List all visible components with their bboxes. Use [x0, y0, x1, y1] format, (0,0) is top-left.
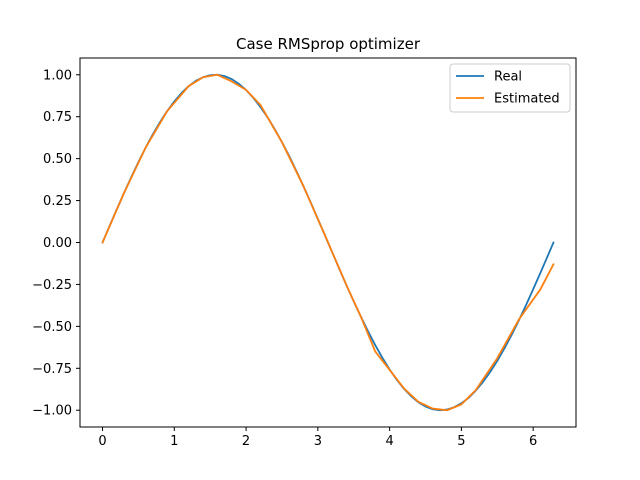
- y-tick-label: 0.75: [43, 110, 72, 125]
- y-tick-label: −0.50: [32, 320, 72, 335]
- legend-label-1: Estimated: [494, 92, 560, 107]
- y-tick-label: −0.25: [32, 278, 72, 293]
- x-tick-label: 4: [385, 434, 393, 449]
- x-tick-label: 2: [242, 434, 250, 449]
- y-tick-label: 0.00: [43, 236, 72, 251]
- x-tick-label: 5: [457, 434, 465, 449]
- y-tick-label: 1.00: [43, 68, 72, 83]
- y-tick-label: 0.25: [43, 194, 72, 209]
- y-tick-label: 0.50: [43, 152, 72, 167]
- series-line-1: [101, 73, 555, 412]
- x-tick-label: 0: [98, 434, 106, 449]
- chart-title: Case RMSprop optimizer: [236, 35, 421, 53]
- legend-label-0: Real: [494, 70, 522, 85]
- axes-layer: 0 1 2 3 4 5 6 1.00 0.75 0.50 0.25 0.00 −0.25 −0.50 −0.…: [32, 57, 577, 449]
- y-tick-label: −1.00: [32, 404, 72, 419]
- y-tick-label: −0.75: [32, 362, 72, 377]
- legend: Real Estimated: [449, 63, 571, 113]
- series-layer: [101, 73, 555, 412]
- x-tick-label: 1: [170, 434, 178, 449]
- x-tick-label: 3: [314, 434, 322, 449]
- x-tick-label: 6: [529, 434, 537, 449]
